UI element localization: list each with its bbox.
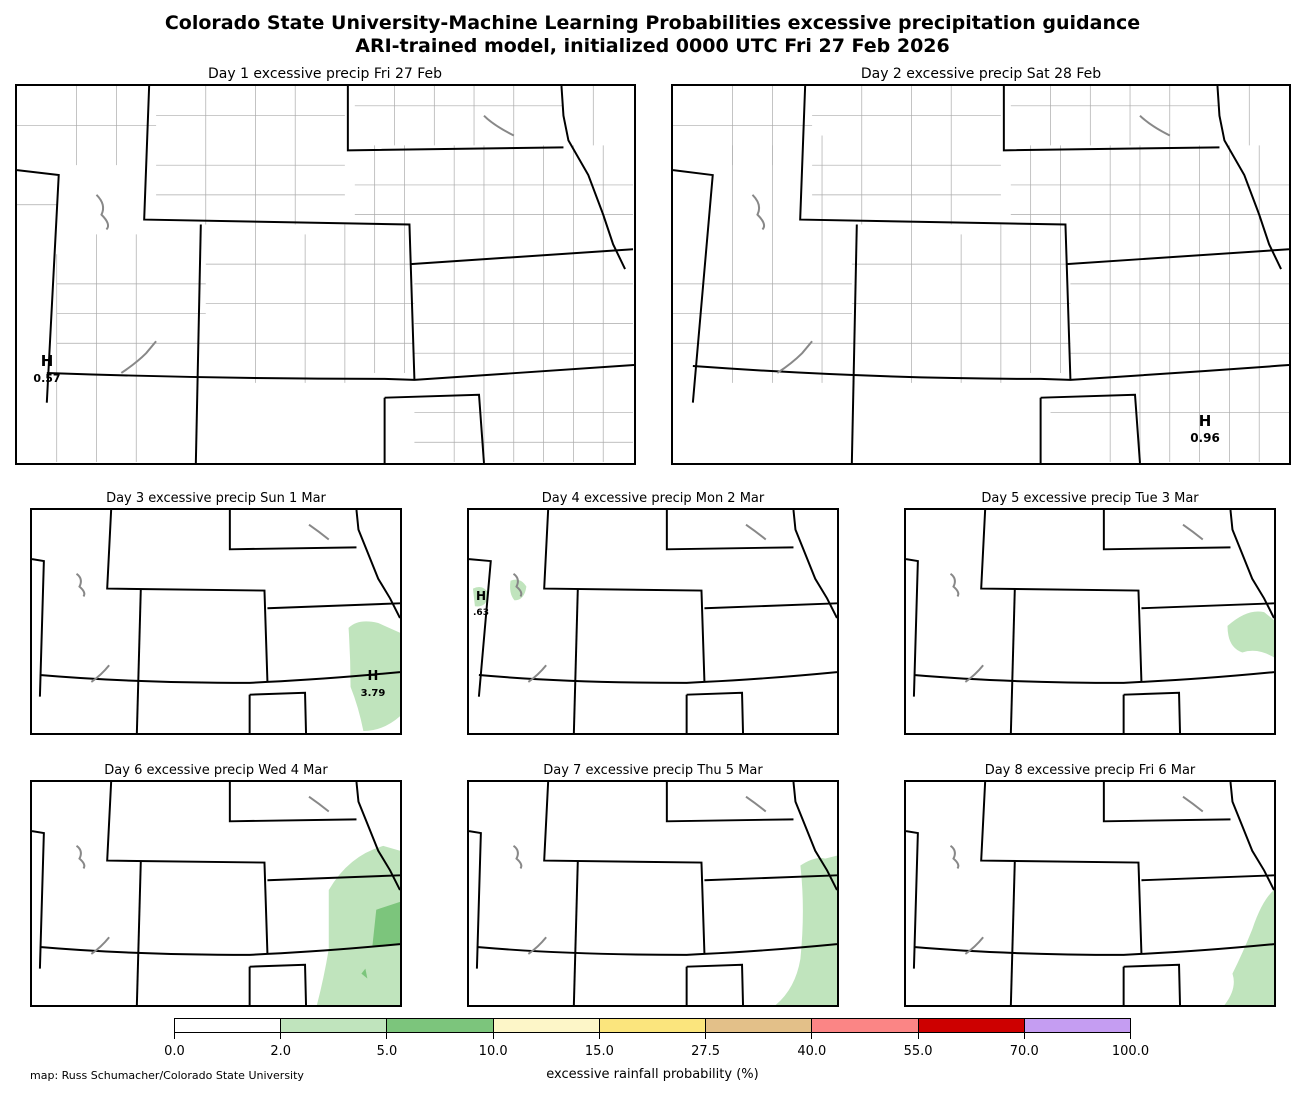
day3-max-value: 3.79 [360,688,386,699]
day1-max-marker: H 0.57 [31,354,63,385]
day6-map [30,780,402,1007]
colorbar-tick [1023,1033,1025,1039]
colorbar-tick [1130,1033,1131,1039]
colorbar-tick [386,1033,388,1039]
day8-map [904,780,1276,1007]
colorbar [174,1018,1131,1033]
day7-map [467,780,839,1007]
colorbar-segment [492,1019,599,1032]
day2-max-value: 0.96 [1190,431,1220,445]
day6-panel-title: Day 6 excessive precip Wed 4 Mar [104,763,328,778]
day5-map [904,508,1276,735]
colorbar-segment [175,1019,281,1032]
colorbar-tick [492,1033,494,1039]
day4-panel-title: Day 4 excessive precip Mon 2 Mar [541,491,765,506]
colorbar-segment [598,1019,706,1032]
day1-map: H 0.57 [15,84,636,465]
day3-map: H 3.79 [30,508,402,735]
colorbar-tick [174,1033,175,1039]
colorbar-segment [280,1019,387,1032]
colorbar-tick [917,1033,919,1039]
figure-title-line2: ARI-trained model, initialized 0000 UTC … [355,35,950,57]
figure-title-line1: Colorado State University-Machine Learni… [164,12,1141,34]
colorbar-tick [705,1033,707,1039]
colorbar-tick-label: 0.0 [164,1044,185,1059]
colorbar-tick-label: 5.0 [376,1044,398,1059]
colorbar-segment [386,1019,493,1032]
day4-max-marker: H .63 [469,590,493,618]
day3-max-label: H [367,669,379,684]
day1-max-value: 0.57 [33,372,61,385]
colorbar-segment [811,1019,918,1032]
day3-max-marker: H 3.79 [357,670,389,699]
colorbar-tick-label: 55.0 [903,1044,933,1059]
day3-panel-title: Day 3 excessive precip Sun 1 Mar [106,491,326,506]
colorbar-tick-label: 2.0 [270,1044,292,1059]
colorbar-tick-label: 40.0 [797,1044,827,1059]
colorbar-tick-label: 10.0 [478,1044,508,1059]
day8-panel-title: Day 8 excessive precip Fri 6 Mar [984,763,1196,778]
day5-panel-title: Day 5 excessive precip Tue 3 Mar [981,491,1199,506]
colorbar-tick [280,1033,282,1039]
day2-panel-title: Day 2 excessive precip Sat 28 Feb [860,66,1102,82]
colorbar-tick-label: 27.5 [691,1044,721,1059]
day4-max-label: H [475,589,487,603]
credit-text: map: Russ Schumacher/Colorado State Univ… [30,1069,304,1082]
colorbar-tick [598,1033,600,1039]
colorbar-label: excessive rainfall probability (%) [546,1067,759,1082]
day4-max-value: .63 [473,608,489,618]
colorbar-tick-label: 100.0 [1111,1044,1150,1059]
day2-map: H 0.96 [671,84,1291,465]
day1-max-label: H [40,352,54,370]
colorbar-segment [917,1019,1024,1032]
day4-map: H .63 [467,508,839,735]
colorbar-segment [1023,1019,1130,1032]
day2-max-label: H [1198,412,1212,430]
day1-panel-title: Day 1 excessive precip Fri 27 Feb [207,66,443,82]
colorbar-tick-label: 15.0 [584,1044,614,1059]
day2-max-marker: H 0.96 [1188,414,1222,445]
colorbar-segment [705,1019,812,1032]
colorbar-tick-label: 70.0 [1009,1044,1039,1059]
colorbar-tick [811,1033,813,1039]
day7-panel-title: Day 7 excessive precip Thu 5 Mar [543,763,763,778]
